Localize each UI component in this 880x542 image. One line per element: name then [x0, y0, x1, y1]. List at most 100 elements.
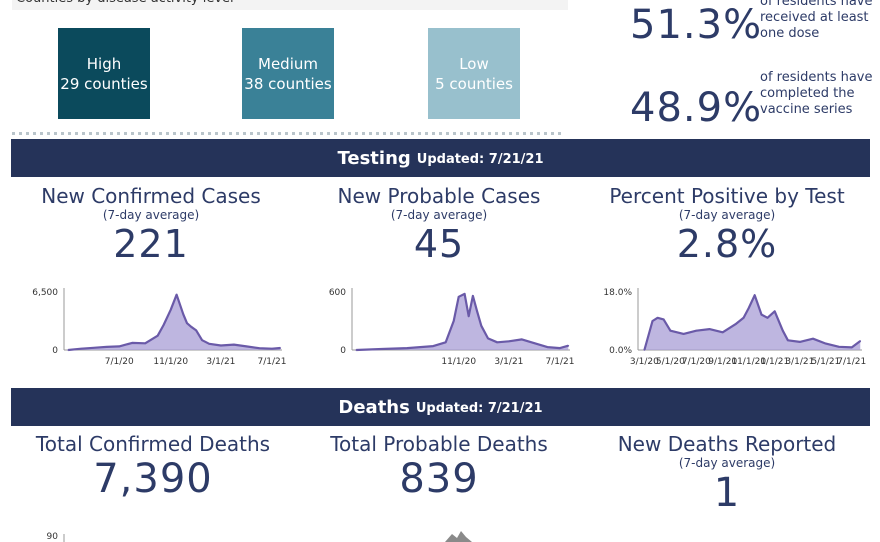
data-point [643, 349, 646, 351]
x-tick-label: 5/1/20 [656, 357, 685, 367]
x-tick-label: 11/1/20 [731, 357, 766, 367]
data-point [682, 333, 685, 335]
data-point [496, 341, 498, 344]
probable-cases-chart[interactable]: 600 0 11/1/20 3/1/21 7/1/21 [308, 278, 576, 378]
x-tick-label: 11/1/20 [153, 357, 188, 367]
data-point [760, 313, 763, 316]
series-line [643, 294, 861, 351]
data-point [156, 334, 159, 337]
series-area [356, 293, 569, 350]
vaccine-one-dose-pct: 51.3% [630, 2, 763, 48]
data-point [258, 347, 261, 349]
x-tick-label: 7/1/20 [105, 357, 134, 367]
data-point [169, 309, 172, 311]
data-point [406, 347, 408, 349]
testing-header: Testing Updated: 7/21/21 [11, 139, 870, 177]
confirmed-cases-chart[interactable]: 6,500 0 7/1/20 11/1/20 3/1/21 7/1/21 [20, 278, 288, 378]
confirmed-cases-value: 221 [113, 222, 189, 266]
data-point [463, 293, 466, 295]
data-point [476, 310, 478, 313]
confirmed-deaths-title: Total Confirmed Deaths [35, 432, 271, 456]
data-point [825, 342, 827, 345]
y-tick-label: 6,500 [32, 288, 58, 298]
data-point [487, 337, 489, 340]
data-point [186, 322, 188, 324]
data-point [144, 342, 146, 345]
series-area [445, 531, 472, 542]
x-tick-label: 7/1/21 [837, 357, 866, 367]
deaths-chart[interactable]: 90 [20, 528, 560, 542]
y-tick-label: 18.0% [603, 288, 632, 298]
data-point [773, 310, 776, 313]
probable-cases-sub: (7-day average) [390, 208, 488, 222]
data-point [195, 329, 197, 332]
data-point [444, 341, 447, 344]
data-point [175, 293, 178, 296]
percent-positive-title: Percent Positive by Test [609, 184, 845, 208]
activity-high-label: High [86, 54, 122, 73]
x-tick-label: 7/1/21 [257, 357, 286, 367]
series-area [644, 295, 861, 350]
activity-medium-label: Medium [258, 54, 318, 73]
data-point [279, 347, 282, 349]
deaths-header: Deaths Updated: 7/21/21 [11, 388, 870, 426]
probable-deaths-value: 839 [399, 456, 479, 502]
activity-caption: Counties by disease activity level [12, 0, 568, 10]
activity-high-tile[interactable]: High 29 counties [58, 28, 150, 119]
data-point [734, 323, 737, 325]
data-point [521, 338, 523, 341]
data-point [457, 296, 460, 298]
data-point [787, 339, 789, 342]
probable-deaths-metric: Total Probable Deaths 839 [308, 432, 570, 502]
data-point [131, 342, 133, 344]
data-point [162, 324, 165, 326]
y-tick-label: 600 [329, 288, 346, 298]
new-deaths-value: 1 [713, 470, 741, 516]
data-point [695, 329, 698, 332]
data-point [708, 328, 711, 330]
probable-cases-metric: New Probable Cases (7-day average) 45 [308, 184, 570, 266]
confirmed-cases-title: New Confirmed Cases [41, 184, 261, 208]
data-point [747, 307, 750, 309]
activity-medium-tile[interactable]: Medium 38 counties [242, 28, 334, 119]
probable-deaths-title: Total Probable Deaths [330, 432, 548, 456]
y-tick-label: 0.0% [609, 346, 632, 356]
data-point [480, 325, 483, 327]
data-point [656, 317, 659, 319]
data-point [662, 318, 665, 321]
x-tick-label: 3/1/21 [494, 357, 523, 367]
vaccine-one-dose-desc: of residents have received at least one … [760, 0, 873, 41]
data-point [859, 340, 862, 342]
percent-positive-chart[interactable]: 18.0% 0.0%3/1/205/1/207/1/209/1/2011/1/20… [596, 278, 868, 378]
data-point [118, 345, 120, 348]
data-point [92, 347, 95, 349]
data-point [432, 345, 434, 347]
dotted-divider [12, 132, 564, 135]
data-point [851, 346, 853, 349]
activity-high-count: 29 counties [60, 74, 148, 93]
data-point [419, 346, 421, 348]
data-point [559, 347, 561, 349]
x-tick-label: 9/1/20 [708, 357, 737, 367]
data-point [546, 346, 549, 348]
activity-low-tile[interactable]: Low 5 counties [428, 28, 520, 119]
data-point [742, 317, 745, 319]
x-tick-label: 11/1/20 [441, 357, 476, 367]
deaths-updated: Updated: 7/21/21 [415, 401, 543, 416]
confirmed-cases-sub: (7-day average) [102, 208, 200, 222]
x-tick-label: 3/1/21 [206, 357, 235, 367]
data-point [838, 346, 840, 348]
data-point [472, 295, 474, 297]
testing-title: Testing [337, 147, 411, 169]
percent-positive-metric: Percent Positive by Test (7-day average)… [596, 184, 858, 266]
data-point [201, 339, 203, 341]
x-tick-label: 3/1/20 [630, 357, 659, 367]
x-tick-label: 7/1/21 [545, 357, 574, 367]
series-area [68, 294, 281, 350]
data-point [799, 341, 801, 343]
data-point [721, 331, 724, 334]
x-tick-label: 1/1/21 [760, 357, 789, 367]
data-point [782, 329, 784, 332]
vaccine-complete-desc: of residents have completed the vaccine … [760, 70, 873, 117]
x-tick-label: 5/1/21 [811, 357, 840, 367]
